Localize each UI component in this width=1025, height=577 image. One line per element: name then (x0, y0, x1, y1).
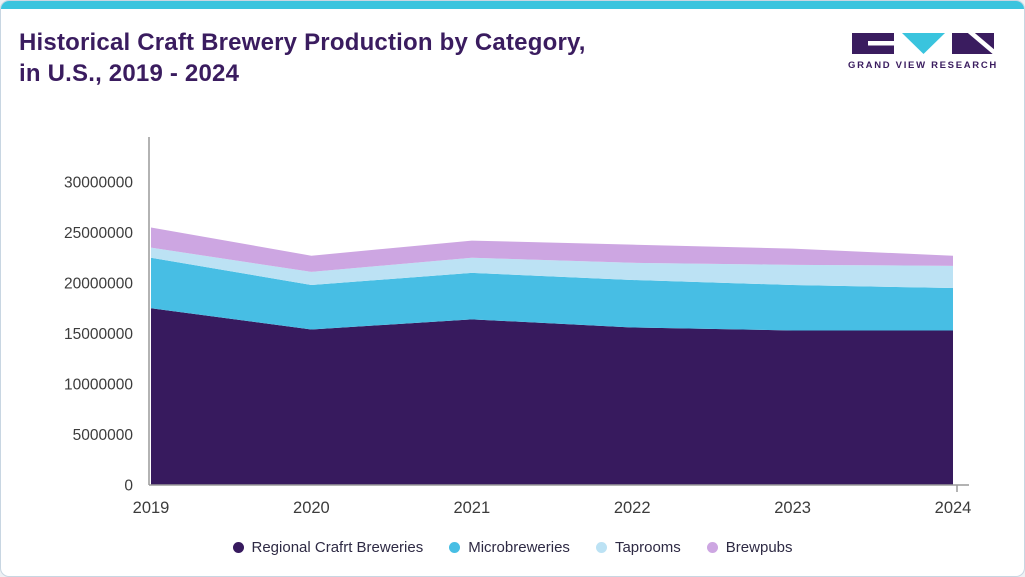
gvr-logo-mark (851, 32, 994, 55)
svg-text:2024: 2024 (935, 499, 972, 517)
legend-item-microbreweries: Microbreweries (449, 539, 570, 556)
legend-item-taprooms: Taprooms (595, 539, 681, 556)
svg-text:10000000: 10000000 (64, 377, 133, 394)
legend-dot-regional (232, 542, 244, 553)
logo-v-triangle (901, 33, 945, 54)
svg-text:0: 0 (124, 478, 133, 495)
chart-legend: Regional Crafrt Breweries Microbreweries… (1, 539, 1024, 556)
legend-label-brewpubs: Brewpubs (725, 539, 793, 556)
header: Historical Craft Brewery Production by C… (19, 27, 998, 89)
gvr-logo-text: GRAND VIEW RESEARCH (847, 60, 998, 71)
legend-dot-brewpubs (706, 542, 718, 553)
svg-text:20000000: 20000000 (64, 276, 133, 293)
svg-text:2020: 2020 (293, 499, 330, 517)
gvr-logo: GRAND VIEW RESEARCH (848, 32, 998, 71)
chart-title: Historical Craft Brewery Production by C… (19, 27, 586, 89)
top-accent-bar (1, 1, 1024, 9)
svg-text:2019: 2019 (133, 499, 170, 517)
svg-text:5000000: 5000000 (73, 427, 134, 444)
legend-dot-taprooms (595, 542, 607, 553)
svg-text:2022: 2022 (614, 499, 651, 517)
chart-canvas: 0 5000000 10000000 15000000 20000000 25000000… (64, 137, 972, 517)
stacked-area-chart: 0 5000000 10000000 15000000 20000000 25000000… (1, 121, 1006, 521)
legend-item-brewpubs: Brewpubs (706, 539, 793, 556)
svg-text:2021: 2021 (453, 499, 490, 517)
svg-text:25000000: 25000000 (64, 225, 133, 242)
legend-label-microbreweries: Microbreweries (468, 539, 570, 556)
legend-label-taprooms: Taprooms (614, 539, 681, 556)
chart-title-line2: in U.S., 2019 - 2024 (19, 60, 240, 87)
legend-item-regional: Regional Crafrt Breweries (232, 539, 424, 556)
legend-dot-microbreweries (449, 542, 461, 553)
legend-label-regional: Regional Crafrt Breweries (251, 539, 424, 556)
svg-text:30000000: 30000000 (64, 175, 133, 192)
svg-text:2023: 2023 (774, 499, 811, 517)
svg-text:15000000: 15000000 (64, 326, 133, 343)
chart-title-line1: Historical Craft Brewery Production by C… (19, 29, 586, 56)
